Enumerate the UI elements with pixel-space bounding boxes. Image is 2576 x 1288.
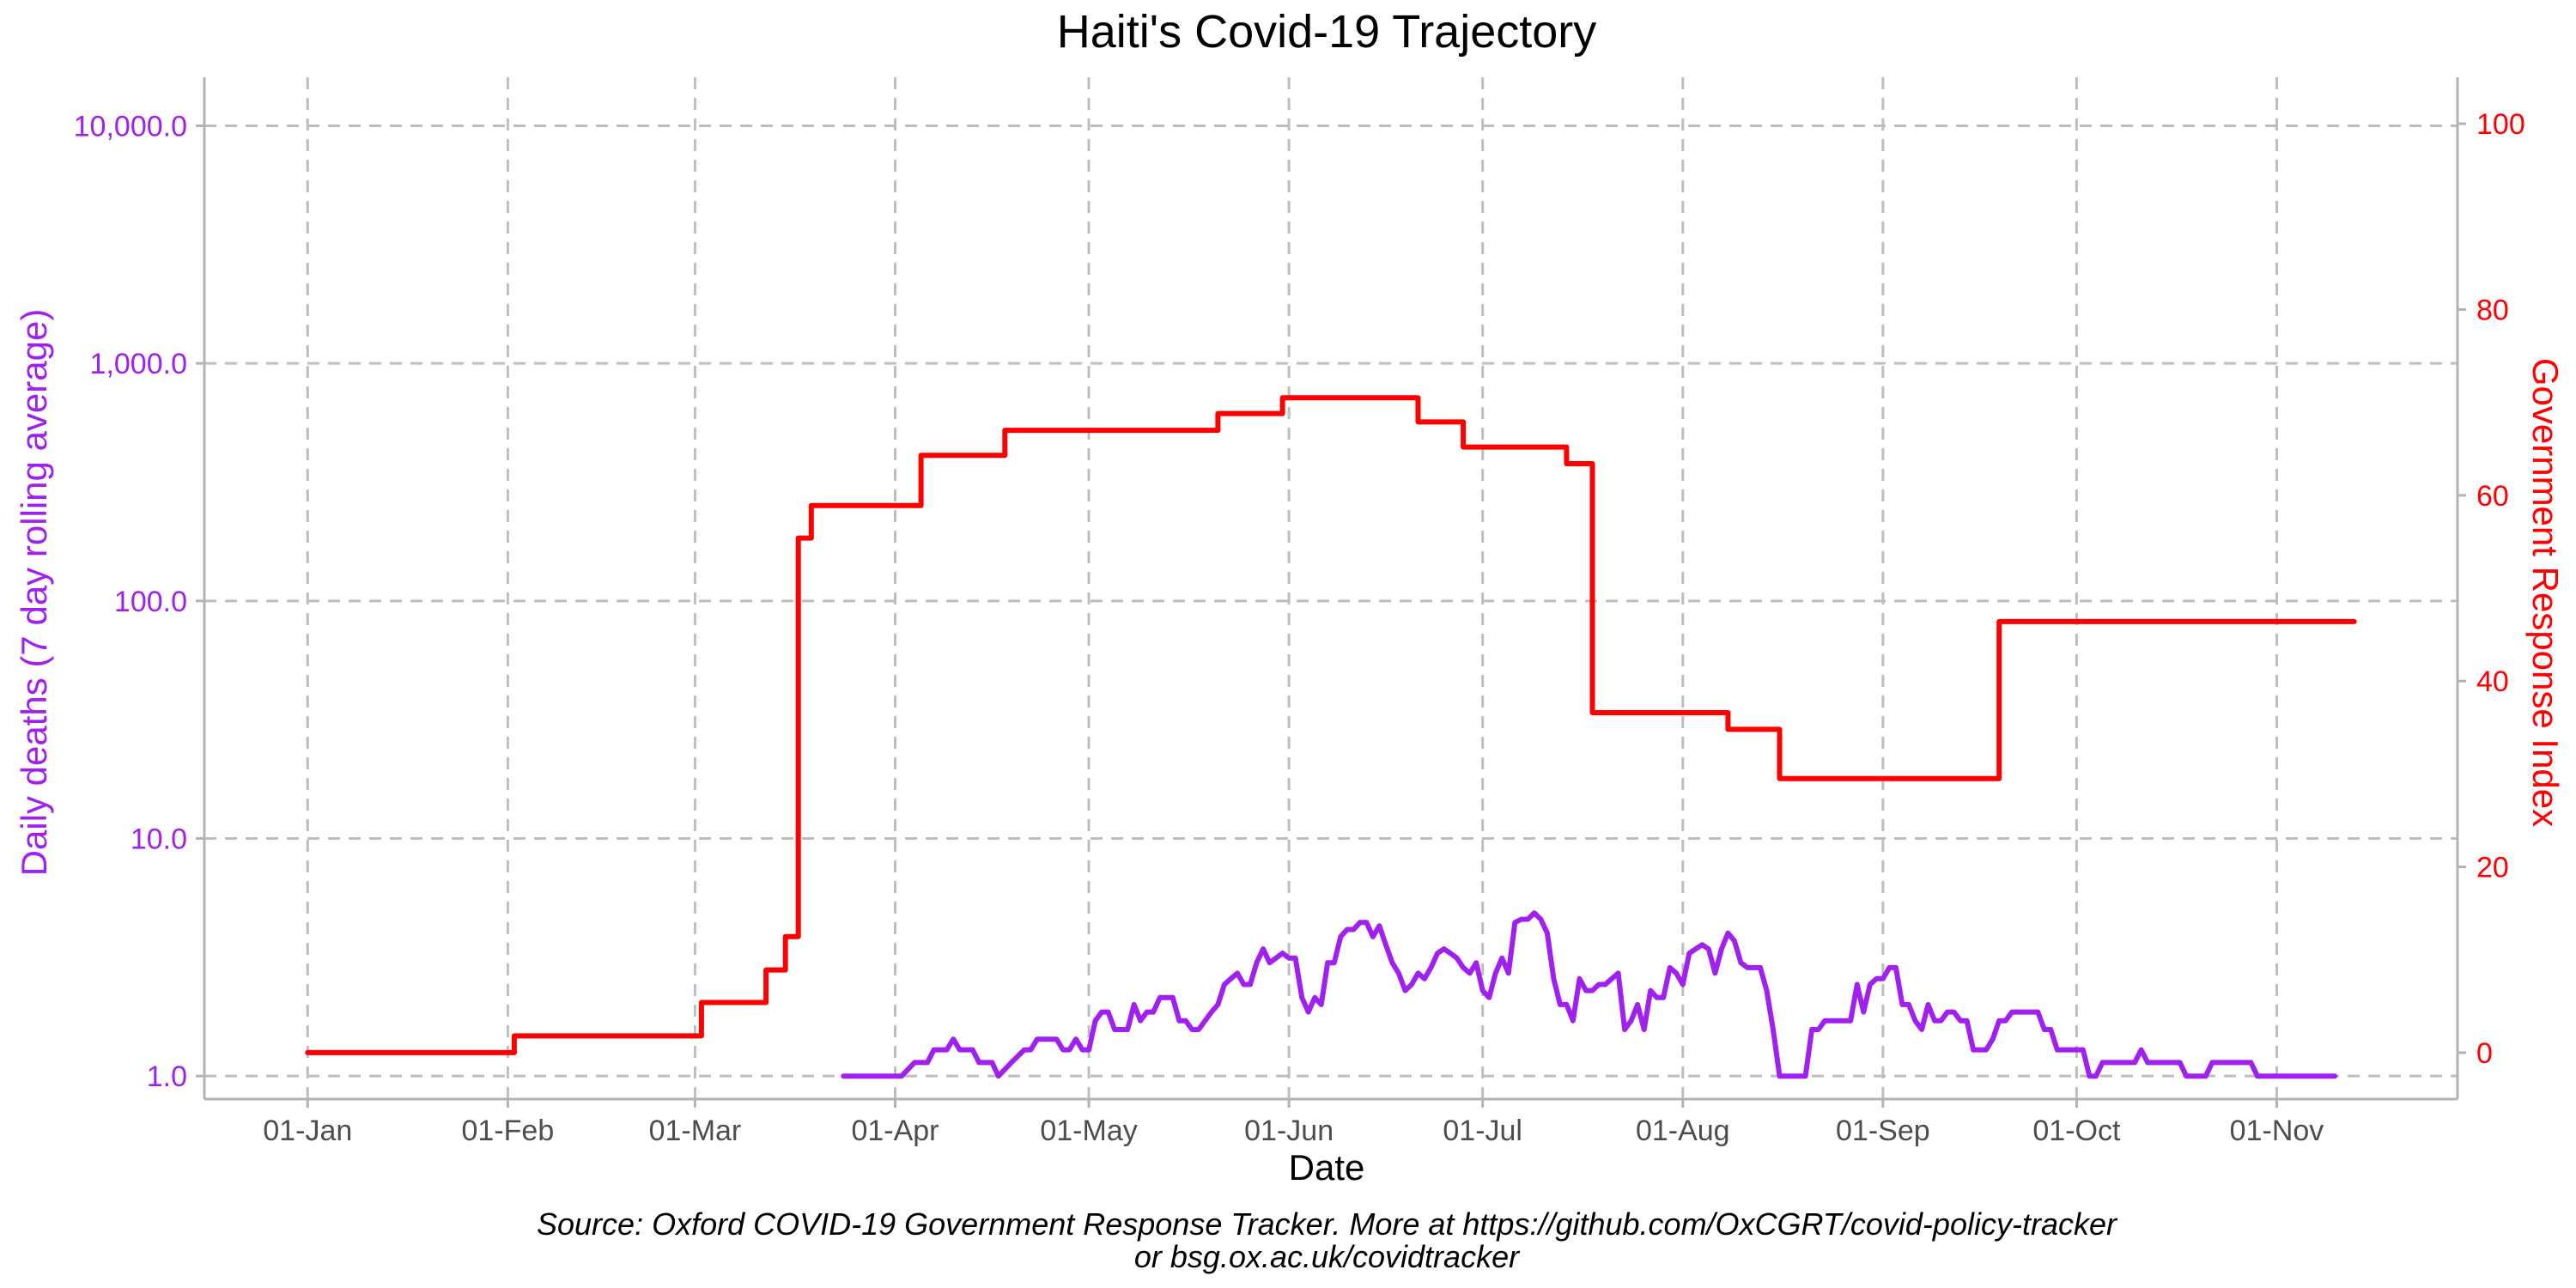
caption-line-1: Source: Oxford COVID-19 Government Respo… xyxy=(537,1206,2118,1242)
x-tick-label: 01-May xyxy=(1040,1115,1137,1147)
caption-line-2: or bsg.ox.ac.uk/covidtracker xyxy=(1134,1239,1521,1274)
y-left-tick-label: 10,000.0 xyxy=(74,110,187,143)
y-left-tick-labels: 1.0 10.0 100.0 1,000.0 10,000.0 xyxy=(74,110,187,1093)
x-tick-label: 01-Aug xyxy=(1636,1115,1730,1147)
y-right-axis-label: Government Response Index xyxy=(2525,358,2566,827)
x-tick-label: 01-Jun xyxy=(1244,1115,1334,1147)
x-tick-label: 01-Apr xyxy=(851,1115,939,1147)
y-right-tick-label: 40 xyxy=(2476,665,2509,698)
gridlines xyxy=(204,77,2458,1099)
x-tick-label: 01-Feb xyxy=(462,1115,555,1147)
y-left-tick-label: 1,000.0 xyxy=(90,348,187,380)
x-tick-label: 01-Oct xyxy=(2032,1115,2121,1147)
daily-deaths-line xyxy=(841,910,2338,1079)
y-right-tick-label: 60 xyxy=(2476,480,2509,513)
x-tick-label: 01-Jul xyxy=(1443,1115,1522,1147)
y-left-tick-label: 1.0 xyxy=(147,1060,187,1093)
series-lines xyxy=(305,395,2357,1079)
x-axis-label: Date xyxy=(1289,1147,1365,1188)
government-response-line xyxy=(305,395,2357,1055)
y-right-tick-labels: 0 20 40 60 80 100 xyxy=(2476,108,2525,1070)
y-right-tick-label: 0 xyxy=(2476,1037,2493,1070)
y-left-tick-label: 10.0 xyxy=(131,823,187,856)
chart-title: Haiti's Covid-19 Trajectory xyxy=(1057,6,1597,58)
y-left-axis-label: Daily deaths (7 day rolling average) xyxy=(14,309,54,877)
x-tick-label: 01-Mar xyxy=(649,1115,742,1147)
y-right-tick-label: 80 xyxy=(2476,294,2509,326)
y-left-tick-label: 100.0 xyxy=(114,586,187,618)
x-tick-label: 01-Nov xyxy=(2230,1115,2324,1147)
x-tick-label: 01-Sep xyxy=(1836,1115,1930,1147)
x-tick-label: 01-Jan xyxy=(263,1115,352,1147)
axes xyxy=(196,77,2466,1108)
x-tick-labels: 01-Jan 01-Feb 01-Mar 01-Apr 01-May 01-Jun 01-J… xyxy=(263,1115,2324,1147)
y-right-tick-label: 20 xyxy=(2476,852,2509,884)
y-right-tick-label: 100 xyxy=(2476,108,2525,141)
